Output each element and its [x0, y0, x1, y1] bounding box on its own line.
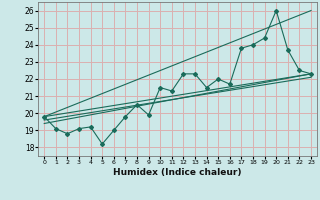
X-axis label: Humidex (Indice chaleur): Humidex (Indice chaleur) — [113, 168, 242, 177]
